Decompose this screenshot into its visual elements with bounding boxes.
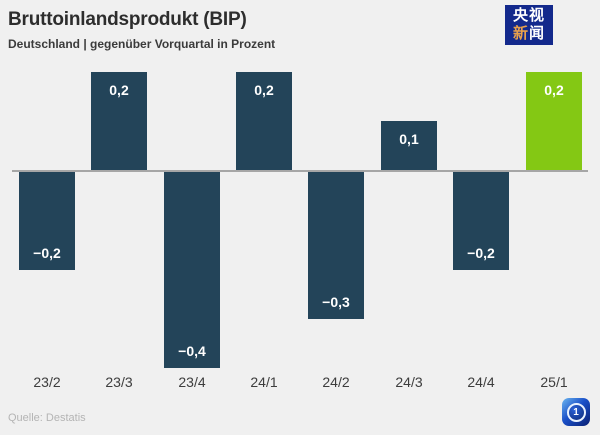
page-title: Bruttoinlandsprodukt (BIP) bbox=[8, 9, 247, 30]
x-tick-label: 25/1 bbox=[540, 374, 568, 390]
bar-value-label: −0,2 bbox=[33, 245, 61, 261]
cctv-logo-line1: 央视 bbox=[512, 7, 545, 24]
source-label: Quelle: Destatis bbox=[8, 412, 86, 424]
bar-value-label: 0,1 bbox=[399, 131, 419, 147]
x-tick-label: 23/2 bbox=[33, 374, 61, 390]
ard-globe-icon: 1 bbox=[566, 402, 586, 422]
cctv-logo-line2-rest: 闻 bbox=[529, 25, 546, 42]
bar-value-label: −0,2 bbox=[467, 245, 495, 261]
bar-value-label: 0,2 bbox=[109, 82, 129, 98]
bar-24/4: −0,2 bbox=[453, 172, 509, 270]
cctv-logo-line2-accent: 新 bbox=[512, 25, 529, 42]
tagesschau-app-icon: 1 bbox=[562, 398, 590, 426]
x-tick-label: 23/3 bbox=[105, 374, 133, 390]
cctv-logo-line2: 新闻 bbox=[513, 25, 545, 43]
bar-value-label: −0,3 bbox=[322, 294, 350, 310]
x-tick-label: 23/4 bbox=[178, 374, 206, 390]
x-tick-label: 24/4 bbox=[467, 374, 495, 390]
bar-23/2: −0,2 bbox=[19, 172, 75, 270]
bar-23/4: −0,4 bbox=[164, 172, 220, 368]
bar-24/2: −0,3 bbox=[308, 172, 364, 319]
bar-value-label: 0,2 bbox=[544, 82, 564, 98]
page-subtitle: Deutschland | gegenüber Vorquartal in Pr… bbox=[8, 37, 276, 51]
cctv-news-logo-icon: 央视 新闻 bbox=[505, 5, 553, 45]
x-tick-label: 24/1 bbox=[250, 374, 278, 390]
bar-24/3: 0,1 bbox=[381, 121, 437, 170]
bar-25/1: 0,2 bbox=[526, 72, 582, 170]
zero-axis-line bbox=[12, 170, 588, 172]
x-tick-label: 24/2 bbox=[322, 374, 350, 390]
bar-value-label: 0,2 bbox=[254, 82, 274, 98]
bar-24/1: 0,2 bbox=[236, 72, 292, 170]
bar-23/3: 0,2 bbox=[91, 72, 147, 170]
bar-value-label: −0,4 bbox=[178, 343, 206, 359]
x-tick-label: 24/3 bbox=[395, 374, 423, 390]
